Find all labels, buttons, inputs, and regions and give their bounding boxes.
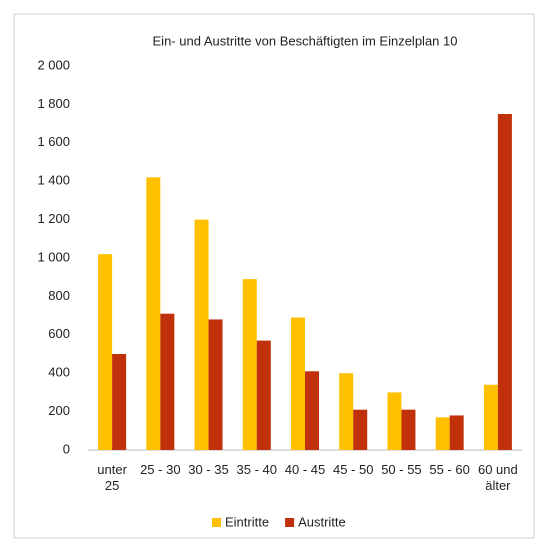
y-tick-label: 2 000 [37,57,70,72]
legend-swatch [285,518,295,527]
y-tick-label: 0 [63,441,70,456]
y-tick-label: 1 200 [37,211,70,226]
y-tick-label: 1 000 [37,249,70,264]
bar [339,373,354,450]
bar [112,354,127,450]
chart-border [13,13,535,539]
bar [353,409,368,450]
bar [435,417,450,450]
x-tick-label: 25 - 30 [140,462,181,477]
y-tick-label: 400 [48,365,70,380]
bar [305,371,319,450]
bar [160,313,175,450]
bar [483,384,498,450]
x-tick-label: 35 - 40 [236,462,277,477]
y-tick-label: 600 [48,326,70,341]
x-tick-label: 45 - 50 [332,462,374,477]
bar [497,114,512,450]
x-tick-label: 60 und älter [477,462,518,493]
bar [146,177,161,451]
bar [387,392,402,450]
y-tick-label: 200 [48,403,70,418]
x-tick-label: 40 - 45 [284,462,326,477]
bar [291,317,305,450]
y-tick-label: 1 400 [37,173,70,188]
legend-label: Eintritte [225,514,269,529]
bar [242,279,257,450]
bar [449,415,464,450]
x-tick-label: unter 25 [97,462,127,493]
bar [194,219,209,450]
x-tick-label: 30 - 35 [188,462,229,477]
legend-swatch [212,518,221,527]
y-tick-label: 800 [48,288,70,303]
x-tick-label: 50 - 55 [381,462,422,477]
bar [256,340,271,450]
legend-label: Austritte [298,514,346,529]
y-tick-label: 1 800 [37,96,70,111]
bar [208,319,223,450]
bar [401,409,416,450]
chart-title: Ein- und Austritte von Beschäftigten im … [153,33,458,48]
bar [98,254,113,450]
y-tick-label: 1 600 [37,134,70,149]
x-tick-label: 55 - 60 [429,462,470,477]
